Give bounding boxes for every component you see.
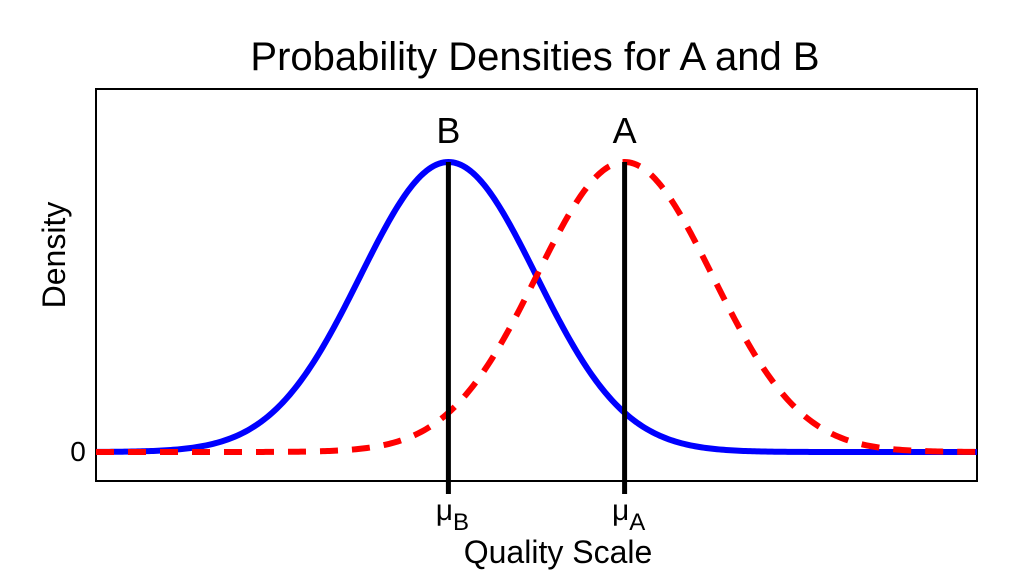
chart-title: Probability Densities for A and B — [250, 35, 819, 79]
peak-label-b: B — [436, 110, 460, 151]
y-tick-label-zero: 0 — [70, 436, 86, 467]
mean-lines — [445, 162, 628, 494]
density-curve-b — [95, 159, 978, 455]
density-curve-a — [95, 159, 978, 455]
x-tick-label-mu-a: μA — [612, 494, 645, 536]
x-tick-label-mu-b: μB — [436, 494, 469, 536]
peak-label-a: A — [613, 110, 637, 151]
x-axis-title: Quality Scale — [464, 534, 653, 570]
x-axis-ticks: μB μA — [436, 494, 646, 536]
plot-frame — [95, 88, 978, 482]
y-axis-title: Density — [36, 202, 72, 309]
density-curves — [95, 159, 978, 455]
